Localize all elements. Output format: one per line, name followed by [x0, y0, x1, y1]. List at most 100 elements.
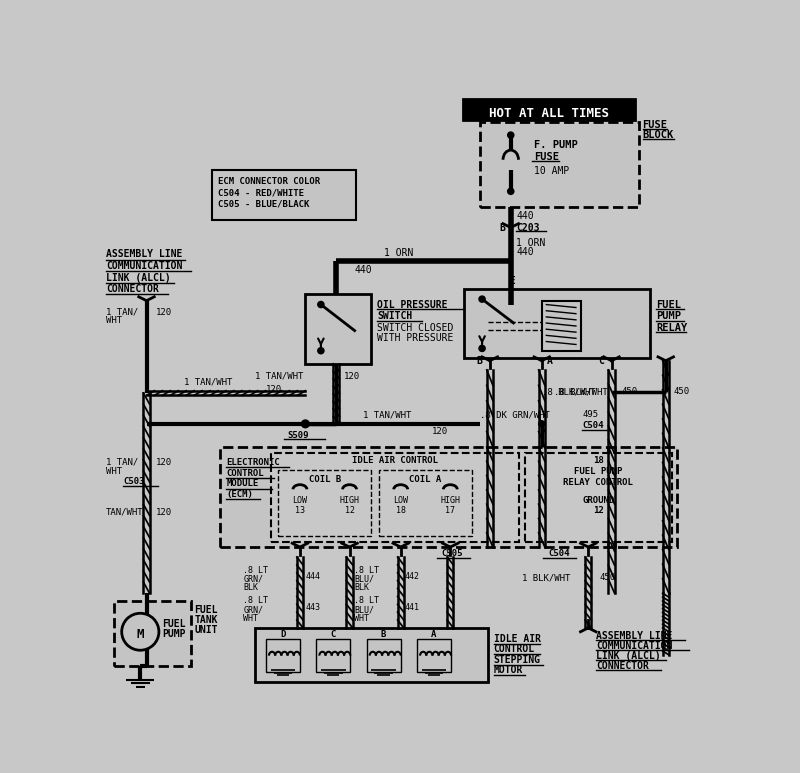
Text: 1 ORN: 1 ORN [384, 248, 413, 258]
Text: 12: 12 [345, 506, 354, 516]
Text: 18: 18 [396, 506, 406, 516]
Text: C203: C203 [516, 223, 540, 233]
Text: SWITCH: SWITCH [378, 311, 413, 321]
Text: FUEL PUMP: FUEL PUMP [574, 467, 622, 476]
Text: .8 LT: .8 LT [354, 566, 379, 574]
Bar [306, 295, 371, 364]
Bar [114, 601, 191, 666]
Circle shape [122, 613, 159, 650]
Text: 450: 450 [674, 387, 690, 396]
Bar [278, 470, 371, 536]
Text: FUSE: FUSE [642, 120, 667, 130]
Text: IDLE AIR CONTROL: IDLE AIR CONTROL [351, 456, 438, 465]
Text: ECM CONNECTOR COLOR: ECM CONNECTOR COLOR [218, 177, 320, 186]
Text: UNIT: UNIT [194, 625, 218, 635]
Text: PUMP: PUMP [657, 311, 682, 321]
Text: 450: 450 [622, 387, 638, 396]
Bar [525, 453, 672, 543]
Text: C: C [598, 356, 604, 366]
Text: CONNECTOR: CONNECTOR [106, 284, 159, 294]
Text: C504: C504 [548, 549, 570, 558]
Text: FUEL: FUEL [657, 299, 682, 309]
Text: 13: 13 [295, 506, 305, 516]
Bar [542, 301, 581, 351]
Text: ASSEMBLY LINE: ASSEMBLY LINE [106, 250, 182, 260]
Text: (ECM): (ECM) [226, 490, 253, 499]
Text: MODULE: MODULE [226, 479, 258, 489]
Bar [480, 122, 638, 206]
Text: OIL PRESSURE: OIL PRESSURE [378, 299, 448, 309]
Text: 120: 120 [266, 385, 282, 393]
Text: C504 - RED/WHITE: C504 - RED/WHITE [218, 189, 304, 197]
Text: 440: 440 [516, 211, 534, 221]
Text: 1 TAN/WHT: 1 TAN/WHT [184, 377, 233, 386]
Bar [417, 639, 451, 672]
Circle shape [538, 421, 545, 427]
Text: WITH PRESSURE: WITH PRESSURE [378, 332, 454, 342]
Circle shape [479, 296, 485, 302]
Text: GRN/: GRN/ [243, 606, 263, 615]
Text: 443: 443 [306, 603, 320, 611]
Text: F. PUMP: F. PUMP [534, 140, 578, 150]
Text: LINK (ALCL): LINK (ALCL) [106, 273, 171, 283]
Circle shape [508, 132, 514, 138]
Text: C504: C504 [582, 421, 603, 430]
Circle shape [508, 189, 514, 194]
Text: .8 DK GRN/WHT: .8 DK GRN/WHT [480, 410, 550, 419]
Text: CONTROL: CONTROL [226, 468, 264, 478]
Text: LOW: LOW [394, 496, 408, 506]
Text: RELAY CONTROL: RELAY CONTROL [563, 478, 634, 487]
Text: C503: C503 [123, 477, 145, 486]
Bar [464, 289, 650, 359]
Text: .8 BLK/WHT: .8 BLK/WHT [554, 387, 608, 396]
Bar [266, 639, 300, 672]
Text: 120: 120 [156, 308, 172, 317]
Text: BLOCK: BLOCK [642, 130, 674, 140]
Text: WHT: WHT [106, 467, 122, 476]
Text: HOT AT ALL TIMES: HOT AT ALL TIMES [489, 107, 609, 120]
Bar [255, 628, 487, 682]
Text: E: E [509, 277, 515, 287]
Text: .8 LT: .8 LT [243, 566, 268, 574]
Bar [379, 470, 472, 536]
Text: 120: 120 [156, 458, 172, 467]
Text: 1 TAN/: 1 TAN/ [106, 308, 138, 317]
Text: COIL B: COIL B [309, 475, 341, 484]
Text: 1 BLK/WHT: 1 BLK/WHT [522, 574, 570, 582]
Text: 440: 440 [516, 247, 534, 257]
Text: .8 LT: .8 LT [243, 597, 268, 605]
Text: 1 TAN/: 1 TAN/ [106, 458, 138, 467]
Text: WHT: WHT [354, 615, 370, 623]
Text: 12: 12 [593, 506, 604, 516]
Text: 1 ORN: 1 ORN [516, 238, 546, 248]
Text: GROUND: GROUND [582, 496, 614, 506]
Text: ELECTRONIC: ELECTRONIC [226, 458, 280, 467]
Text: STEPPING: STEPPING [494, 656, 541, 666]
Text: S509: S509 [287, 431, 308, 440]
Bar [366, 639, 401, 672]
Text: 1 TAN/WHT: 1 TAN/WHT [362, 410, 411, 419]
Bar [270, 453, 518, 543]
Text: A: A [546, 356, 552, 366]
Bar [212, 170, 356, 220]
Text: FUEL: FUEL [194, 605, 218, 615]
Circle shape [318, 301, 324, 308]
Text: 18: 18 [593, 456, 604, 465]
Text: C505: C505 [442, 549, 463, 558]
Text: LINK (ALCL): LINK (ALCL) [596, 651, 661, 661]
Text: 441: 441 [405, 603, 419, 611]
Text: 495: 495 [582, 410, 598, 419]
Text: TANK: TANK [194, 615, 218, 625]
Text: FUSE: FUSE [534, 152, 559, 162]
Text: 10 AMP: 10 AMP [534, 166, 570, 176]
Text: M: M [137, 628, 144, 641]
Text: MOTOR: MOTOR [494, 666, 523, 676]
Text: 120: 120 [156, 508, 172, 517]
Text: C: C [330, 629, 336, 638]
Bar [316, 639, 350, 672]
Text: A: A [431, 629, 437, 638]
Text: IDLE AIR: IDLE AIR [494, 635, 541, 645]
Text: 442: 442 [405, 572, 419, 581]
Text: 450: 450 [600, 574, 616, 582]
Text: BLK: BLK [243, 584, 258, 592]
